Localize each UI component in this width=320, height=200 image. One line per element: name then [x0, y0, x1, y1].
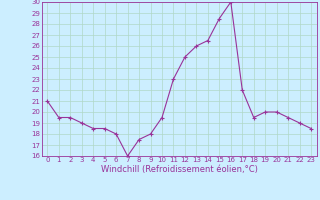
X-axis label: Windchill (Refroidissement éolien,°C): Windchill (Refroidissement éolien,°C)	[101, 165, 258, 174]
